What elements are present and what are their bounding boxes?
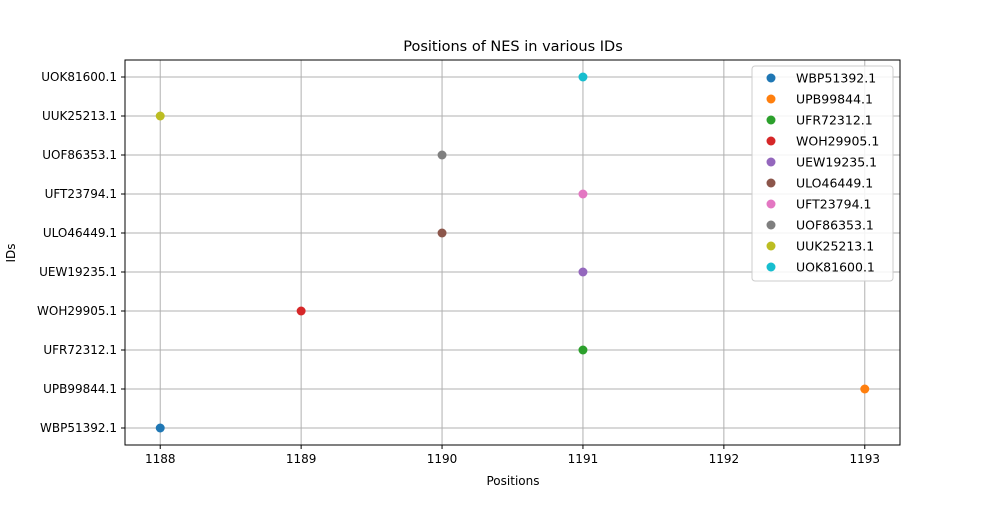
data-point: [155, 111, 165, 121]
x-tick-label: 1189: [286, 452, 317, 466]
legend-marker: [766, 241, 776, 251]
x-tick-label: 1193: [849, 452, 880, 466]
legend-marker: [766, 115, 776, 125]
legend: WBP51392.1 UPB99844.1 UFR72312.1 WOH29905.1…: [751, 65, 894, 282]
data-point: [437, 150, 447, 160]
legend-marker: [766, 220, 776, 230]
data-point: [578, 72, 588, 82]
legend-label: UUK25213.1: [796, 239, 874, 254]
y-tick-label: UOK81600.1: [41, 70, 117, 84]
data-points: [155, 72, 870, 433]
data-point: [578, 345, 588, 355]
legend-marker: [766, 73, 776, 83]
y-tick-label: UUK25213.1: [42, 109, 117, 123]
x-axis-label: Positions: [487, 474, 540, 488]
legend-label: WOH29905.1: [796, 134, 879, 149]
legend-box: [751, 65, 894, 282]
legend-marker: [766, 136, 776, 146]
y-axis-label: IDs: [4, 243, 18, 262]
x-tick-label: 1191: [568, 452, 599, 466]
y-tick-label: UFR72312.1: [43, 343, 117, 357]
legend-marker: [766, 262, 776, 272]
y-tick-label: ULO46449.1: [43, 226, 117, 240]
data-point: [578, 189, 588, 199]
legend-label: UFT23794.1: [796, 197, 871, 212]
y-axis-ticks: WBP51392.1 UPB99844.1 UFR72312.1 WOH29905.1…: [37, 70, 125, 435]
y-tick-label: UEW19235.1: [39, 265, 117, 279]
legend-label: UFR72312.1: [796, 113, 873, 128]
data-point: [155, 423, 165, 433]
y-tick-label: UOF86353.1: [42, 148, 117, 162]
x-tick-label: 1190: [427, 452, 458, 466]
legend-label: UOK81600.1: [796, 260, 875, 275]
legend-label: UPB99844.1: [796, 92, 873, 107]
data-point: [437, 228, 447, 238]
y-tick-label: WOH29905.1: [37, 304, 117, 318]
x-tick-label: 1188: [145, 452, 176, 466]
legend-label: UEW19235.1: [796, 155, 877, 170]
x-axis-ticks: 1188 1189 1190 1191 1192 1193: [145, 445, 880, 466]
y-tick-label: WBP51392.1: [40, 421, 117, 435]
data-point: [296, 306, 306, 316]
plot-area-frame: [124, 59, 901, 446]
legend-marker: [766, 94, 776, 104]
legend-label: UOF86353.1: [796, 218, 874, 233]
x-tick-label: 1192: [709, 452, 740, 466]
data-point: [860, 384, 870, 394]
chart-title: Positions of NES in various IDs: [403, 39, 623, 55]
y-tick-label: UFT23794.1: [45, 187, 117, 201]
legend-marker: [766, 199, 776, 209]
legend-label: ULO46449.1: [796, 176, 873, 191]
y-tick-label: UPB99844.1: [43, 382, 117, 396]
legend-marker: [766, 157, 776, 167]
legend-marker: [766, 178, 776, 188]
legend-label: WBP51392.1: [796, 71, 876, 86]
data-point: [578, 267, 588, 277]
